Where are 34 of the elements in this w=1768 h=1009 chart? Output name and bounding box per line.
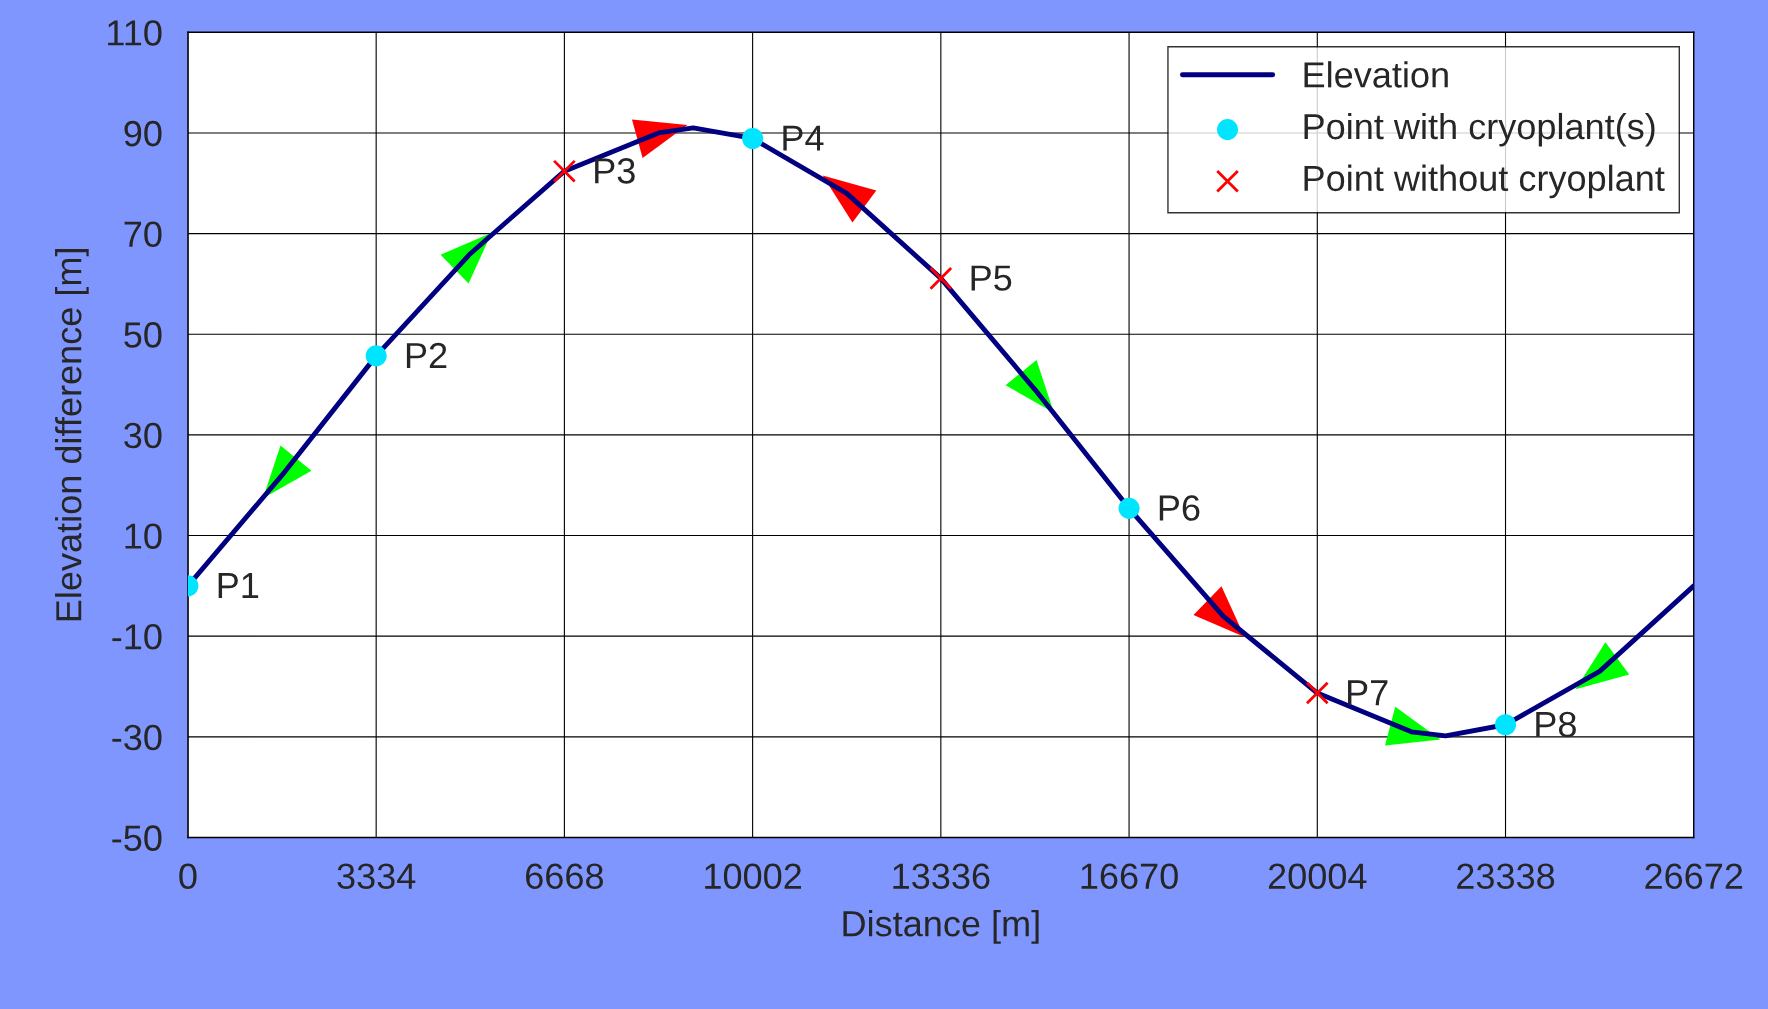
- x-tick-label: 23338: [1457, 863, 1555, 889]
- x-tick-label: 26672: [1645, 863, 1743, 889]
- annotation: P3: [595, 158, 635, 184]
- x-tick-label: 0: [179, 863, 197, 889]
- point: [1494, 714, 1517, 736]
- x-tick-label: 3334: [337, 863, 416, 889]
- y-axis-title: Elevation difference [m]: [55, 249, 89, 621]
- x-tick-label: 16670: [1081, 863, 1178, 889]
- point: [742, 127, 764, 149]
- annotation: P6: [1159, 495, 1200, 521]
- annotation: P2: [406, 342, 447, 368]
- y-tick-label: 10: [125, 523, 162, 549]
- point: [1118, 497, 1140, 519]
- x-tick-label: 20004: [1268, 863, 1367, 889]
- legend-label: Point with cryoplant(s): [1304, 112, 1655, 147]
- annotation: P8: [1536, 711, 1576, 738]
- point: [365, 345, 387, 367]
- x-tick-label: 6668: [526, 863, 603, 889]
- y-tick-label: 110: [108, 20, 162, 46]
- x-tick-label: 13336: [893, 863, 990, 889]
- y-tick-label: 70: [124, 221, 162, 248]
- legend-label: Point without cryoplant: [1304, 164, 1665, 199]
- y-tick-label: -10: [112, 624, 162, 650]
- annotation: P1: [218, 573, 259, 598]
- x-axis-title: Distance [m]: [843, 910, 1039, 944]
- annotation: P7: [1348, 680, 1388, 706]
- x-tick-label: 10002: [705, 863, 802, 889]
- annotation: P5: [971, 265, 1012, 291]
- y-tick-label: 50: [124, 322, 162, 348]
- y-tick-label: 30: [124, 422, 162, 449]
- y-tick-label: 90: [124, 120, 162, 147]
- legend-label: Elevation: [1304, 61, 1448, 88]
- y-tick-label: -50: [112, 825, 162, 851]
- y-tick-label: -30: [112, 724, 162, 751]
